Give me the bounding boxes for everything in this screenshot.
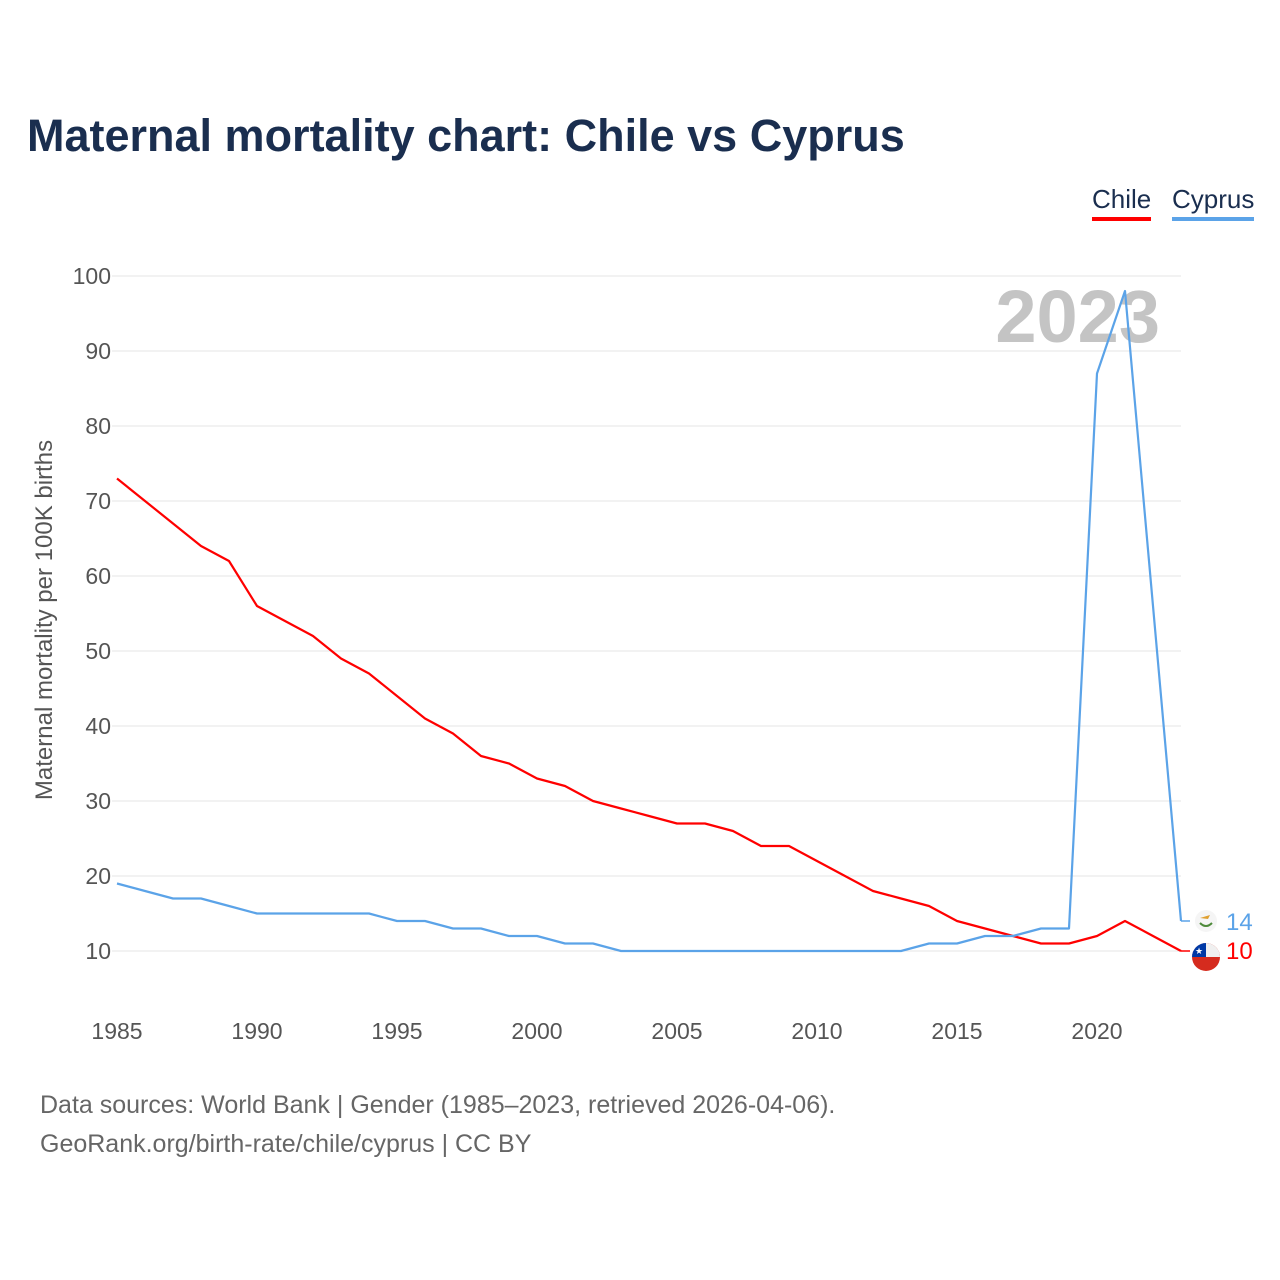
y-axis-label: Maternal mortality per 100K births xyxy=(31,440,58,800)
y-tick-label: 100 xyxy=(73,263,111,289)
y-tick-label: 80 xyxy=(85,413,111,439)
footer-credit: GeoRank.org/birth-rate/chile/cyprus | CC… xyxy=(40,1130,532,1158)
footer-source: Data sources: World Bank | Gender (1985–… xyxy=(40,1091,836,1119)
footer: Data sources: World Bank | Gender (1985–… xyxy=(40,1086,835,1164)
legend-cyprus[interactable]: Cyprus xyxy=(1172,184,1255,221)
x-tick-label: 1985 xyxy=(91,1018,142,1044)
x-tick-label: 2015 xyxy=(931,1018,982,1044)
x-tick-label: 2005 xyxy=(651,1018,702,1044)
x-tick-label: 1995 xyxy=(371,1018,422,1044)
y-tick-label: 90 xyxy=(85,338,111,364)
year-watermark: 2023 xyxy=(995,275,1160,358)
y-tick-label: 30 xyxy=(85,788,111,814)
cyprus-flag-icon xyxy=(1195,910,1217,932)
y-tick-label: 40 xyxy=(85,713,111,739)
end-value-chile: 10 xyxy=(1226,938,1253,965)
y-tick-label: 10 xyxy=(85,938,111,964)
series-line-chile xyxy=(116,477,1182,952)
y-tick-label: 60 xyxy=(85,563,111,589)
series-line-cyprus xyxy=(116,289,1183,953)
x-tick-label: 2000 xyxy=(511,1018,562,1044)
end-value-cyprus: 14 xyxy=(1226,909,1253,936)
svg-text:★: ★ xyxy=(1195,946,1203,956)
chile-flag-icon: ★ xyxy=(1192,943,1220,971)
x-tick-label: 1990 xyxy=(231,1018,282,1044)
y-tick-label: 20 xyxy=(85,863,111,889)
x-tick-label: 2020 xyxy=(1071,1018,1122,1044)
x-tick-label: 2010 xyxy=(791,1018,842,1044)
y-tick-label: 70 xyxy=(85,488,111,514)
chart-title: Maternal mortality chart: Chile vs Cypru… xyxy=(27,110,905,161)
legend-chile[interactable]: Chile xyxy=(1092,184,1152,221)
y-tick-label: 50 xyxy=(85,638,111,664)
